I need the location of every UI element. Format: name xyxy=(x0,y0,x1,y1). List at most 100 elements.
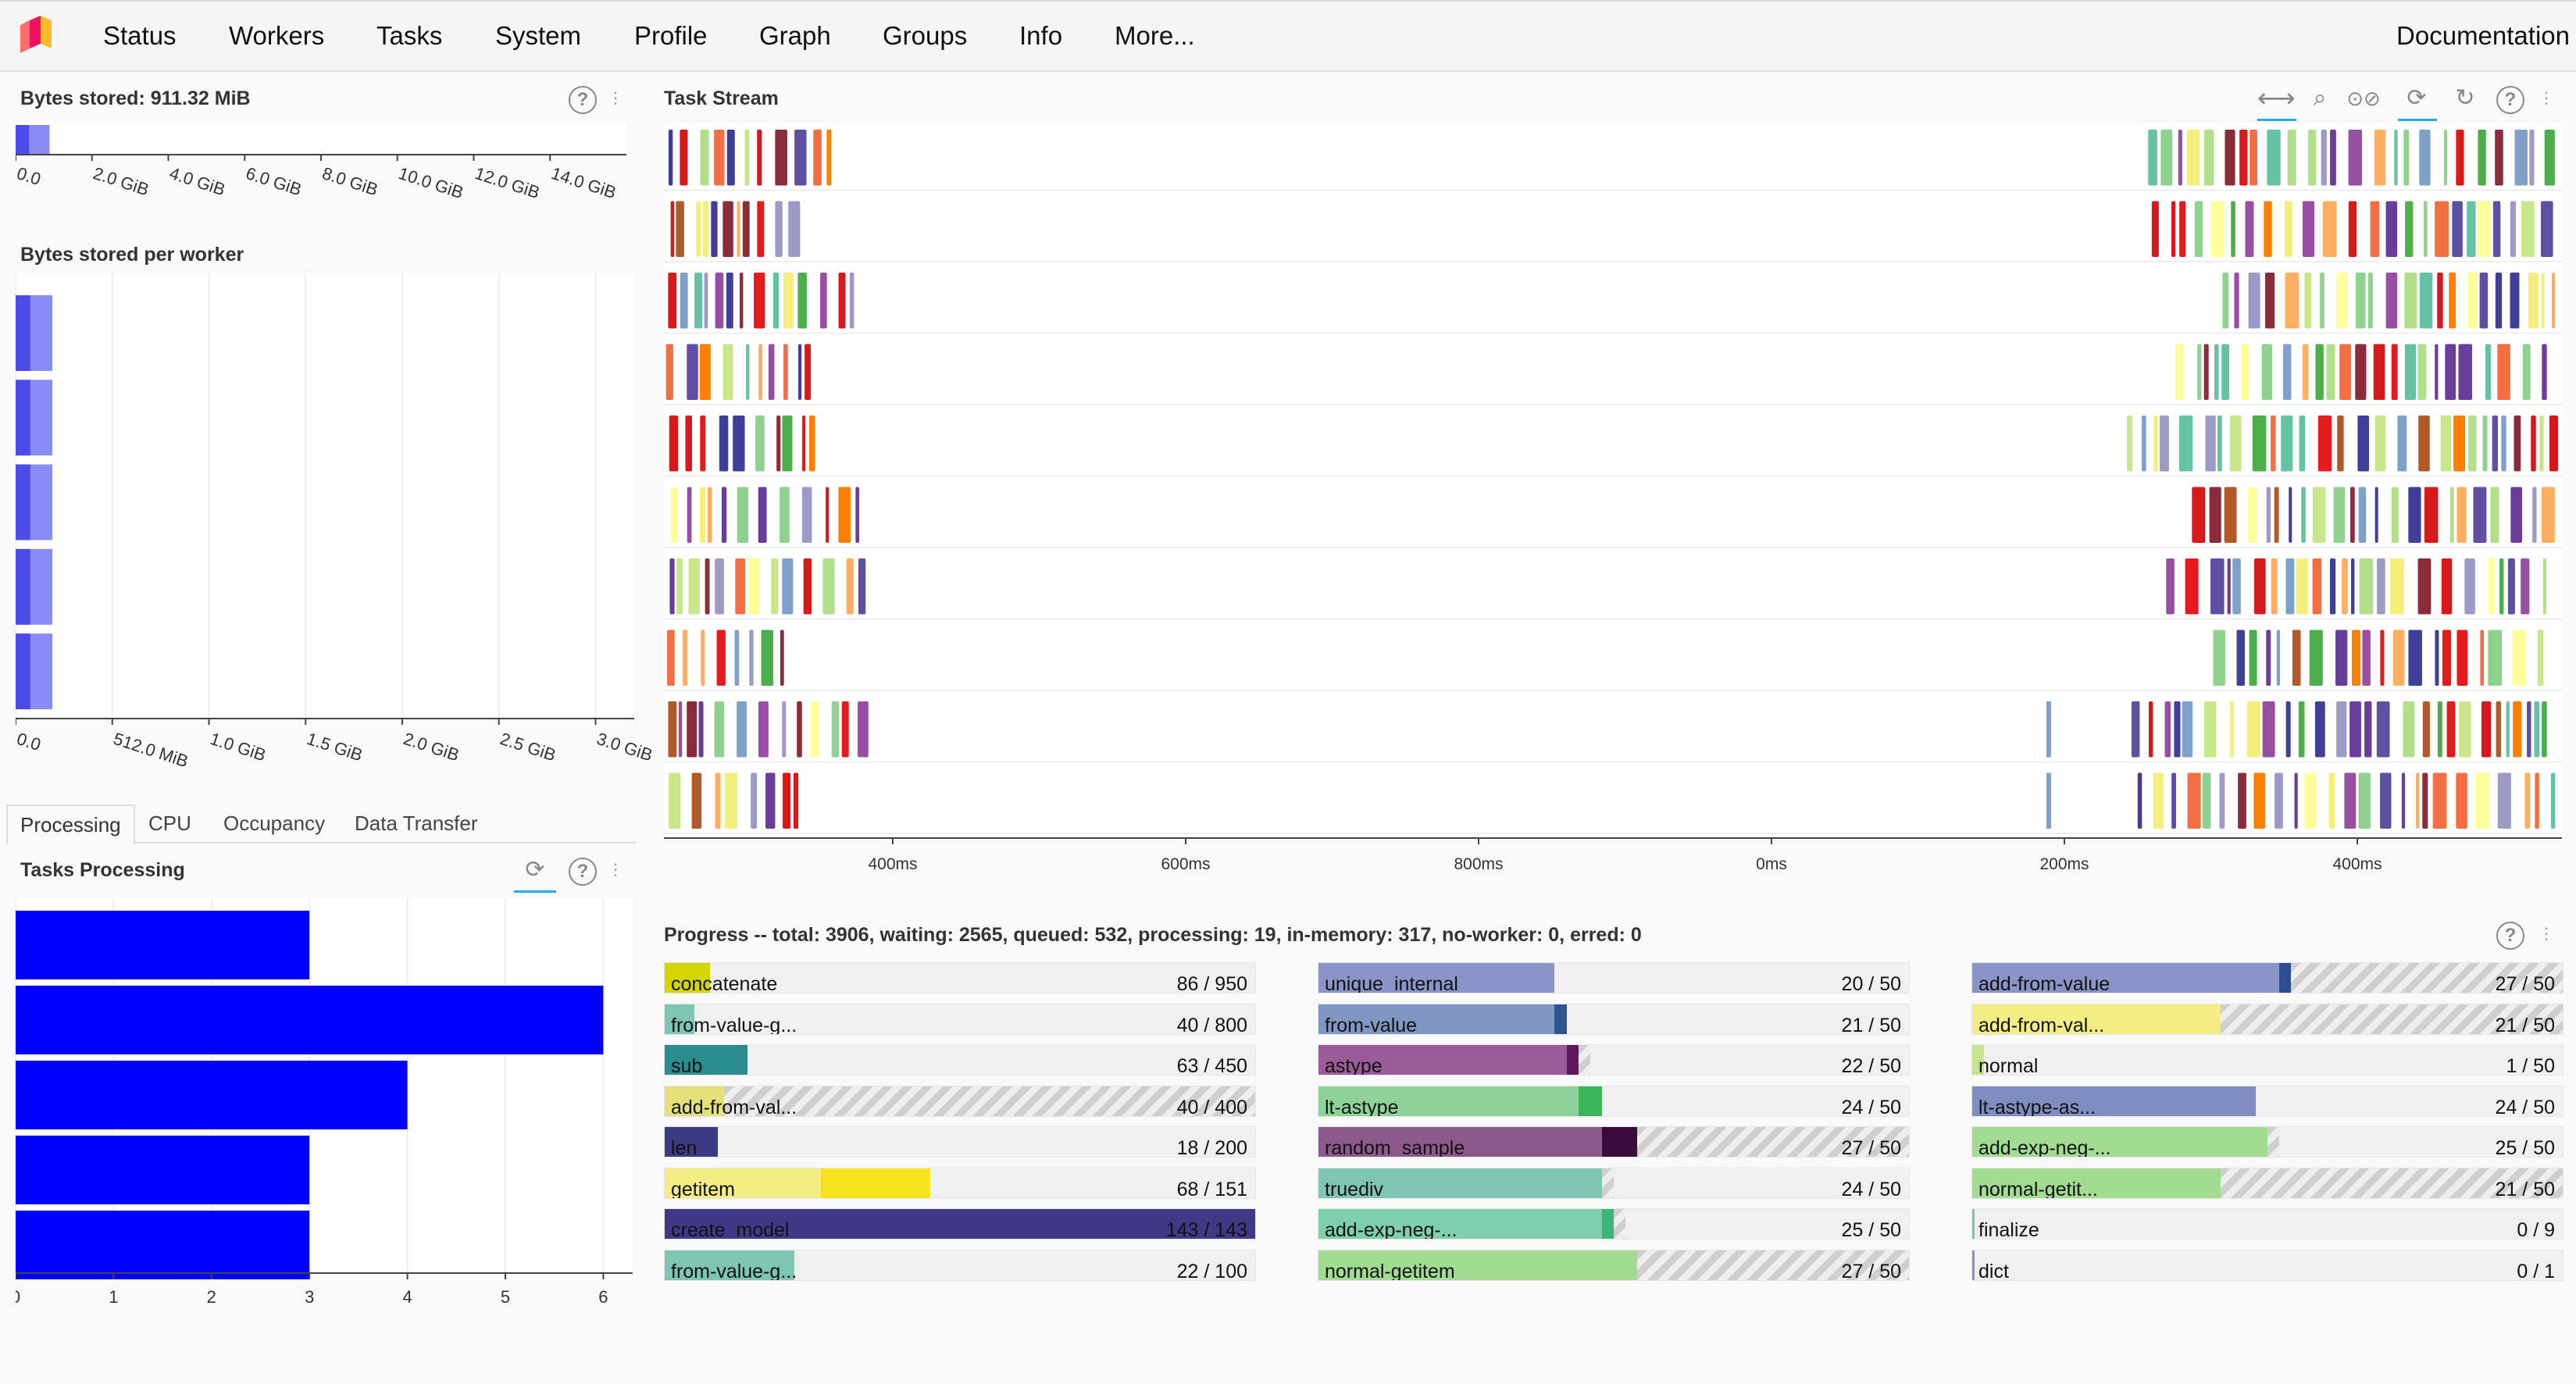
tab-data-transfer[interactable]: Data Transfer xyxy=(355,811,478,835)
progress-task-name: concatenate xyxy=(671,973,778,993)
tasks-processing-help-icon[interactable]: ? xyxy=(569,858,597,886)
task-stream-segment xyxy=(2330,130,2336,186)
bytes-stored-menu-icon[interactable]: ⋮ xyxy=(608,90,623,107)
task-stream-segment xyxy=(2397,416,2407,472)
progress-row: from-value-g... 22 / 100 xyxy=(664,1247,1256,1281)
task-stream-help-icon[interactable]: ? xyxy=(2496,86,2524,114)
nav-info-link[interactable]: Info xyxy=(1019,21,1063,50)
task-stream-segment xyxy=(2222,273,2229,329)
task-stream-segment xyxy=(2521,558,2530,615)
task-stream-segment xyxy=(700,416,706,472)
wheel-zoom-tool-icon[interactable]: ⟳ xyxy=(525,857,545,883)
bytes-stored-help-icon[interactable]: ? xyxy=(569,86,597,114)
task-stream-segment xyxy=(2512,630,2526,686)
task-stream-menu-icon[interactable]: ⋮ xyxy=(2539,90,2554,107)
progress-task-name: random_sample xyxy=(1325,1137,1465,1157)
task-stream-segment xyxy=(838,487,851,543)
task-stream-segment xyxy=(2336,273,2348,329)
nav-workers-link[interactable]: Workers xyxy=(229,21,325,50)
reset-tool-icon[interactable]: ↻ xyxy=(2455,85,2475,111)
task-stream-segment xyxy=(2342,558,2348,615)
task-stream-segment xyxy=(714,701,724,758)
task-stream-segment xyxy=(2539,416,2544,472)
task-stream-segment xyxy=(2531,416,2536,472)
task-stream-segment xyxy=(680,273,688,329)
tab-processing[interactable]: Processing xyxy=(6,804,135,845)
task-stream-segment xyxy=(668,701,677,758)
tab-cpu[interactable]: CPU xyxy=(148,811,191,835)
xwheel-zoom-tool-icon[interactable]: ⊙⊘ xyxy=(2346,87,2381,110)
progress-task-name: add-from-val... xyxy=(1978,1014,2105,1035)
task-stream-segment xyxy=(782,558,794,615)
tab-occupancy[interactable]: Occupancy xyxy=(223,811,326,835)
task-stream-segment xyxy=(2435,201,2449,257)
task-stream-segment xyxy=(2497,344,2510,400)
box-zoom-tool-icon[interactable]: ⌕ xyxy=(2313,85,2327,111)
task-stream-segment xyxy=(771,558,779,615)
task-stream-segment xyxy=(2540,201,2553,257)
task-stream-segment xyxy=(858,558,866,615)
progress-row: add-from-val... 40 / 400 xyxy=(664,1083,1256,1117)
bytes-stored-tick-label: 0.0 xyxy=(16,163,43,189)
progress-waiting-fill xyxy=(723,1086,1255,1116)
bytes-stored-tick-label: 2.0 GiB xyxy=(91,163,152,199)
progress-task-count: 40 / 400 xyxy=(1176,1096,1247,1117)
task-stream-segment xyxy=(2456,487,2467,543)
task-stream-segment xyxy=(2171,201,2176,257)
task-stream-tick-label: 400ms xyxy=(868,855,917,873)
task-stream-segment xyxy=(2271,416,2276,472)
task-stream-segment xyxy=(2348,201,2357,257)
dask-logo-icon[interactable] xyxy=(17,14,55,55)
progress-task-count: 40 / 800 xyxy=(1176,1014,1247,1035)
task-stream-segment xyxy=(2225,130,2235,186)
task-stream-segment xyxy=(670,487,678,543)
progress-row: lt-astype-as... 24 / 50 xyxy=(1971,1083,2564,1117)
progress-memory-fill xyxy=(1318,1086,1579,1116)
nav-graph-link[interactable]: Graph xyxy=(759,21,831,50)
task-stream-segment xyxy=(691,772,702,829)
task-stream-segment xyxy=(2298,701,2305,758)
task-stream-segment xyxy=(2231,201,2235,257)
pan-tool-icon[interactable]: ⟷ xyxy=(2257,84,2296,113)
task-stream-segment xyxy=(687,487,692,543)
task-stream-segment xyxy=(2285,558,2295,615)
tasks-processing-menu-icon[interactable]: ⋮ xyxy=(608,861,623,879)
progress-task-count: 63 / 450 xyxy=(1176,1055,1247,1075)
nav-system-link[interactable]: System xyxy=(495,21,582,50)
task-stream-segment xyxy=(2174,701,2181,758)
tasks-processing-chart: 0 1 2 3 4 5 6 xyxy=(16,898,633,1307)
progress-memory-fill xyxy=(1972,1127,2267,1157)
task-stream-segment xyxy=(698,701,704,758)
nav-profile-link[interactable]: Profile xyxy=(634,21,708,50)
nav-documentation-link[interactable]: Documentation xyxy=(2396,21,2570,50)
progress-track: dict 0 / 1 xyxy=(1971,1249,2564,1281)
progress-menu-icon[interactable]: ⋮ xyxy=(2539,926,2554,943)
progress-memory-fill xyxy=(665,1086,724,1116)
task-stream-tick-label: 400ms xyxy=(2332,855,2382,873)
task-stream-segment xyxy=(2403,701,2415,758)
task-stream-segment xyxy=(782,416,793,472)
task-stream-segment xyxy=(2203,344,2209,400)
nav-status-link[interactable]: Status xyxy=(103,21,177,50)
bytes-per-worker-tick-label: 512.0 MiB xyxy=(111,729,191,771)
task-stream-segment xyxy=(757,130,762,186)
task-stream-segment xyxy=(705,558,710,615)
task-stream-segment xyxy=(2205,416,2216,472)
progress-help-icon[interactable]: ? xyxy=(2496,922,2524,950)
task-stream-segment xyxy=(666,630,675,686)
task-stream-segment xyxy=(2408,487,2421,543)
task-stream-segment xyxy=(669,558,675,615)
nav-tasks-link[interactable]: Tasks xyxy=(376,21,443,50)
task-stream-segment xyxy=(2524,772,2531,829)
progress-track: normal-getitem 27 / 50 xyxy=(1318,1249,1910,1281)
task-stream-segment xyxy=(2308,130,2317,186)
task-stream-segment xyxy=(725,772,737,829)
task-stream-segment xyxy=(772,273,780,329)
progress-track: truediv 24 / 50 xyxy=(1318,1167,1910,1199)
task-stream-segment xyxy=(798,344,802,400)
task-stream-segment xyxy=(2374,130,2386,186)
nav-groups-link[interactable]: Groups xyxy=(883,21,968,50)
nav-more-link[interactable]: More... xyxy=(1115,21,1195,50)
wheel-zoom-tool-icon[interactable]: ⟳ xyxy=(2407,85,2427,111)
task-stream-segment xyxy=(740,273,744,329)
